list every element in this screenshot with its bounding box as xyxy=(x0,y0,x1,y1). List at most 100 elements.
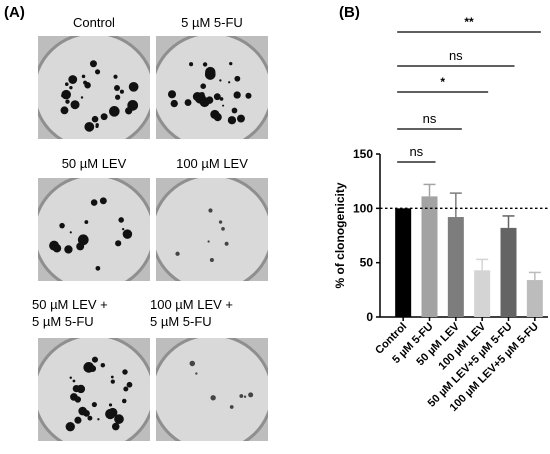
colony-dot xyxy=(237,114,245,123)
colony-dot xyxy=(59,222,65,229)
colony-dot xyxy=(221,227,225,231)
colony-dot xyxy=(218,220,223,224)
dish-rim xyxy=(156,36,268,139)
colony-dot xyxy=(210,109,220,119)
colony-dot xyxy=(202,62,208,67)
dish-rim xyxy=(38,178,150,281)
colony-dot xyxy=(189,62,194,67)
colony-dot xyxy=(76,242,85,251)
colony-dot xyxy=(234,75,241,82)
colony-dot xyxy=(91,356,99,363)
bar xyxy=(500,227,517,317)
colony-dot xyxy=(74,416,82,424)
colony-dot xyxy=(110,379,115,384)
bar xyxy=(421,196,438,317)
bar xyxy=(447,217,464,317)
colony-dot xyxy=(200,83,207,90)
colony-dot xyxy=(209,257,214,262)
colony-dot xyxy=(84,121,95,132)
colony-dot xyxy=(239,394,244,398)
colony-dot xyxy=(64,245,73,254)
colony-dot xyxy=(228,81,231,84)
plate-label-line: 100 µM LEV + xyxy=(150,297,234,312)
colony-dot xyxy=(81,74,86,79)
y-tick-label: 0 xyxy=(366,310,373,324)
colony-dot xyxy=(65,422,75,432)
colony-dot xyxy=(84,220,89,224)
colony-dot xyxy=(123,386,129,392)
colony-dot xyxy=(70,100,80,110)
colony-dot xyxy=(213,93,221,101)
colony-dot xyxy=(95,124,99,129)
colony-dot xyxy=(118,217,124,223)
colony-dot xyxy=(65,99,70,104)
colony-dot xyxy=(52,243,62,253)
dish-rim xyxy=(156,178,268,281)
colony-dot xyxy=(219,97,224,101)
colony-dot xyxy=(115,94,121,100)
plate-label-line: Control xyxy=(73,15,115,30)
colony-dot xyxy=(69,85,73,90)
colony-dot xyxy=(64,82,69,87)
plate-label-line: 50 µM LEV + xyxy=(32,297,108,312)
colony-dot xyxy=(83,80,88,85)
colony-dot xyxy=(89,365,97,372)
colony-dot xyxy=(127,109,132,114)
colony-dot xyxy=(195,372,198,375)
colony-dot xyxy=(205,96,214,104)
colony-dot xyxy=(100,362,106,368)
bar xyxy=(526,280,543,317)
colony-dot xyxy=(227,116,237,125)
colony-dot xyxy=(222,104,225,107)
colony-dot xyxy=(95,265,101,271)
colony-dot xyxy=(114,414,124,424)
colony-dot xyxy=(248,392,254,398)
colony-dot xyxy=(229,62,233,66)
colony-dot xyxy=(99,197,107,205)
colony-dot xyxy=(243,395,247,398)
colony-dot xyxy=(208,208,213,213)
colony-dot xyxy=(94,69,101,75)
dish-rim xyxy=(38,338,150,441)
dish-rim xyxy=(156,338,268,441)
colony-dot xyxy=(245,92,252,99)
colony-dot xyxy=(105,408,116,420)
plate-label: 100 µM LEV xyxy=(150,155,274,172)
colony-dot xyxy=(170,99,178,108)
colony-dot xyxy=(119,89,124,94)
plate-label-line: 50 µM LEV xyxy=(61,156,127,171)
bar xyxy=(395,208,412,317)
significance-label: ns xyxy=(409,144,423,159)
colony-dot xyxy=(72,379,76,383)
colony-dot xyxy=(72,384,80,393)
colony-dot xyxy=(184,99,192,107)
plate-photo xyxy=(156,178,268,281)
colony-dot xyxy=(89,60,97,68)
plate-photo xyxy=(38,36,150,139)
colony-dot xyxy=(100,113,108,121)
colony-dot xyxy=(219,79,222,82)
colony-dot xyxy=(167,90,177,99)
colony-dot xyxy=(114,85,120,91)
colony-dot xyxy=(87,415,93,421)
y-tick-label: 150 xyxy=(353,147,373,161)
colony-dot xyxy=(210,395,216,401)
plate-label: 100 µM LEV + 5 µM 5-FU xyxy=(150,296,274,330)
colony-dot xyxy=(69,231,72,234)
colony-dot xyxy=(111,422,120,431)
colony-dot xyxy=(80,96,84,99)
bar xyxy=(474,270,491,317)
colony-dot xyxy=(205,66,216,78)
plate-photo xyxy=(38,178,150,281)
plate-label: Control xyxy=(32,14,156,31)
colony-dot xyxy=(74,396,82,403)
colony-dot xyxy=(229,405,234,409)
y-tick-label: 50 xyxy=(360,256,374,270)
colony-dot xyxy=(175,251,180,256)
colony-dot xyxy=(231,107,238,114)
colony-dot xyxy=(109,106,120,117)
colony-dot xyxy=(60,106,69,115)
colony-dot xyxy=(68,75,78,84)
colony-dot xyxy=(113,74,118,79)
plate-photo xyxy=(156,338,268,441)
